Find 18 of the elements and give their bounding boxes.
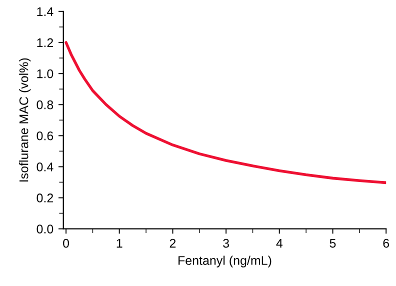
y-tick-label: 0.4	[36, 162, 54, 172]
x-tick-label: 0	[63, 238, 70, 248]
y-tick-label: 0.6	[36, 131, 54, 140]
y-axis-title: Isoflurane MAC (vol%)	[19, 58, 31, 182]
y-tick-label: 1.0	[37, 69, 54, 78]
x-tick-label: 2	[170, 238, 176, 248]
x-axis-title: Fentanyl (ng/mL)	[178, 256, 272, 268]
x-tick-label: 6	[383, 238, 390, 248]
x-tick-label: 5	[330, 238, 336, 248]
y-tick-label: 1.2	[37, 38, 54, 48]
y-tick-label: 0.0	[36, 224, 54, 234]
x-tick-label: 1	[116, 238, 122, 248]
y-tick-label: 0.8	[36, 100, 54, 110]
x-tick-label: 4	[276, 238, 283, 248]
line-series	[64, 41, 386, 184]
y-tick-label: 1.4	[37, 7, 54, 16]
y-tick-label: 0.2	[36, 194, 54, 202]
x-tick-label: 3	[223, 238, 229, 248]
